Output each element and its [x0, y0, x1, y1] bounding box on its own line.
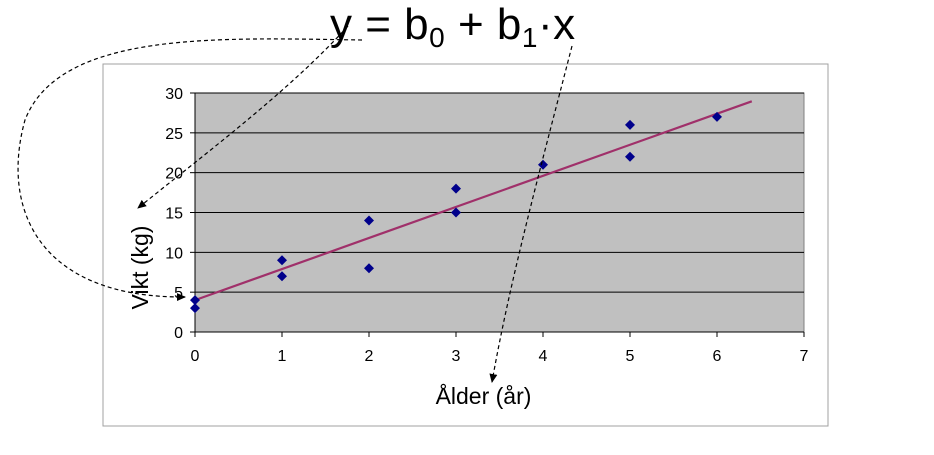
equation-x: x: [553, 0, 576, 49]
data-point: [190, 295, 200, 306]
data-points: [190, 111, 722, 314]
arrow-to-intercept: [17, 38, 363, 302]
y-tick-label: 10: [165, 245, 183, 262]
y-tick-label: 5: [174, 285, 183, 302]
x-tick-label: 6: [713, 348, 722, 365]
equation-y: y: [330, 0, 353, 49]
data-point: [277, 255, 287, 266]
y-tick-label: 15: [165, 206, 183, 223]
equation-sub0: 0: [429, 22, 446, 53]
equation-dot: ·: [537, 0, 554, 49]
equation-b0: b0: [404, 0, 446, 53]
arrow-to-x-axis: [489, 45, 573, 383]
regression-line: [194, 100, 753, 302]
data-point: [190, 303, 200, 314]
data-point: [364, 215, 374, 226]
data-point: [277, 271, 287, 282]
arrow-to-y-axis: [137, 25, 349, 209]
data-point: [538, 159, 548, 170]
y-tick-label: 30: [165, 86, 183, 103]
y-axis-label: Vikt (kg): [127, 226, 153, 310]
equation-sub1: 1: [521, 22, 538, 53]
y-tick-label: 0: [174, 325, 183, 342]
y-tick-label: 20: [165, 166, 183, 183]
axes: [190, 92, 805, 337]
x-tick-label: 2: [365, 348, 374, 365]
gridlines: [195, 92, 804, 293]
y-tick-label: 25: [165, 126, 183, 143]
x-tick-label: 1: [278, 348, 287, 365]
equation-b1: b1: [496, 0, 538, 53]
x-tick-label: 4: [539, 348, 548, 365]
data-point: [625, 119, 635, 130]
x-tick-label: 7: [800, 348, 809, 365]
x-axis-label: Ålder (år): [436, 382, 532, 409]
data-point: [451, 207, 461, 218]
data-point: [364, 263, 374, 274]
data-point: [451, 183, 461, 194]
x-tick-label: 3: [452, 348, 461, 365]
equation-plus: +: [457, 0, 485, 49]
x-tick-label: 0: [191, 348, 200, 365]
equation-equals: =: [365, 0, 392, 49]
regression-equation: y = b0 + b1·x: [330, 0, 576, 54]
data-point: [625, 151, 635, 162]
annotation-arrows: [17, 25, 573, 383]
x-tick-labels: 0 1 2 3 4 5 6 7: [191, 348, 809, 365]
x-tick-label: 5: [626, 348, 635, 365]
regression-line-group: [194, 100, 753, 302]
data-point: [712, 111, 722, 122]
